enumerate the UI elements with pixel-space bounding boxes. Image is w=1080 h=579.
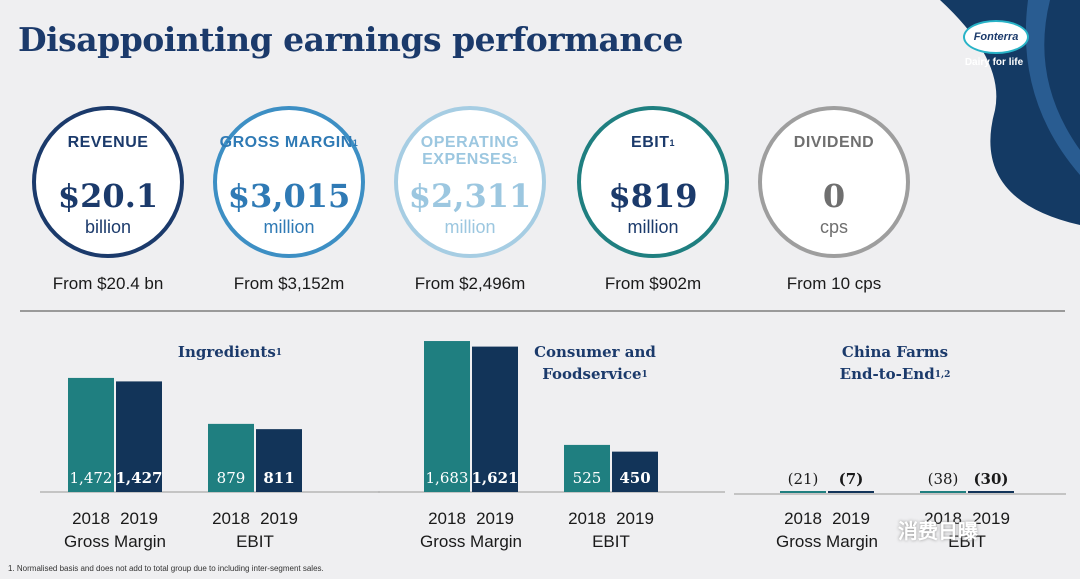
year-tick-label: 2018 — [212, 509, 250, 528]
bar-2018-ebit — [920, 491, 966, 493]
kpi-label: DIVIDEND — [793, 134, 875, 151]
kpi-circle: OPERATING EXPENSES1 $2,311 million — [394, 106, 546, 258]
kpi-ebit: EBIT1 $819 million From $902m — [577, 106, 737, 293]
section-divider — [20, 310, 1065, 312]
kpi-footnote-mark: 1 — [352, 138, 359, 148]
year-tick-label: 2019 — [120, 509, 158, 528]
watermark: 消费日曝 — [898, 521, 978, 543]
bar-value-label: 525 — [573, 469, 602, 487]
bar-value-label: 811 — [263, 469, 294, 487]
group-tick-label: Gross Margin — [64, 532, 166, 551]
bar-value-label: (38) — [928, 470, 959, 488]
bar-value-label: (21) — [788, 470, 819, 488]
year-tick-label: 2018 — [72, 509, 110, 528]
kpi-value: 0 — [822, 177, 846, 215]
logo-tagline: Dairy for life — [964, 57, 1024, 68]
kpi-label: OPERATING EXPENSES — [420, 134, 520, 168]
kpi-from: From $20.4 bn — [52, 274, 164, 293]
panel-footnote-mark: 1 — [641, 370, 648, 380]
corner-decoration — [940, 0, 1080, 225]
kpi-label: GROSS MARGIN — [219, 134, 353, 151]
kpi-unit: cps — [819, 217, 848, 237]
page-title: Disappointing earnings performance — [18, 20, 684, 59]
group-tick-label: EBIT — [236, 532, 274, 551]
panel-title-china-farms: China Farms End-to-End1,2 — [839, 343, 951, 383]
bar-2018-ebit — [564, 444, 610, 492]
kpi-label: REVENUE — [67, 134, 149, 151]
bar-value-label: 1,427 — [116, 469, 163, 487]
kpi-unit: billion — [84, 217, 132, 237]
year-tick-label: 2018 — [784, 509, 822, 528]
kpi-value: $20.1 — [57, 177, 159, 215]
kpi-footnote-mark: 1 — [512, 155, 518, 165]
panel-footnote-mark: 1 — [275, 348, 283, 358]
panel-title-consumer: Consumer and Foodservice1 — [534, 343, 656, 383]
kpi-value: $3,015 — [227, 177, 351, 215]
group-tick-label: EBIT — [592, 532, 630, 551]
group-tick-label: EBIT — [948, 532, 986, 551]
year-tick-label: 2019 — [476, 509, 514, 528]
bar-2018-gross-margin — [68, 377, 114, 492]
group-tick-label: Gross Margin — [776, 532, 878, 551]
kpi-circle: EBIT1 $819 million — [577, 106, 729, 258]
panel-footnote-mark: 1,2 — [934, 370, 951, 380]
footnote: 1. Normalised basis and does not add to … — [8, 564, 324, 573]
kpi-revenue: REVENUE $20.1 billion From $20.4 bn — [32, 106, 192, 293]
bar-2019-gross-margin — [828, 491, 874, 493]
bar-2019-ebit — [256, 429, 302, 492]
kpi-circle: REVENUE $20.1 billion — [32, 106, 184, 258]
panel-title-ingredients: Ingredients1 — [177, 343, 283, 361]
bar-2018-gross-margin — [424, 341, 470, 492]
year-tick-label: 2018 — [568, 509, 606, 528]
fonterra-logo: Fonterra — [963, 20, 1029, 54]
year-tick-label: 2018 — [924, 509, 962, 528]
kpi-operating-expenses: OPERATING EXPENSES1 $2,311 million From … — [394, 106, 554, 293]
kpi-label: EBIT — [631, 134, 670, 151]
bar-value-label: 450 — [619, 469, 650, 487]
kpi-from: From $2,496m — [414, 274, 526, 293]
kpi-footnote-mark: 1 — [669, 138, 675, 148]
year-tick-label: 2019 — [616, 509, 654, 528]
bar-2018-ebit — [208, 423, 254, 492]
group-tick-label: Gross Margin — [420, 532, 522, 551]
kpi-unit: million — [627, 217, 679, 237]
kpi-gross-margin: GROSS MARGIN1 $3,015 million From $3,152… — [213, 106, 373, 293]
year-tick-label: 2018 — [428, 509, 466, 528]
bar-value-label: 1,621 — [472, 469, 519, 487]
bar-2019-ebit — [968, 491, 1014, 493]
kpi-circle: GROSS MARGIN1 $3,015 million — [213, 106, 365, 258]
year-tick-label: 2019 — [260, 509, 298, 528]
kpi-unit: million — [263, 217, 315, 237]
kpi-circle: DIVIDEND 0 cps — [758, 106, 910, 258]
bar-value-label: (30) — [973, 470, 1008, 488]
bar-value-label: (7) — [839, 470, 864, 488]
bar-value-label: 1,472 — [70, 469, 113, 487]
bar-2019-gross-margin — [472, 346, 518, 492]
bar-2019-gross-margin — [116, 381, 162, 492]
kpi-unit: million — [444, 217, 496, 237]
kpi-from: From $902m — [604, 274, 702, 293]
kpi-value: $2,311 — [408, 177, 532, 215]
year-tick-label: 2019 — [832, 509, 870, 528]
kpi-dividend: DIVIDEND 0 cps From 10 cps — [758, 106, 918, 293]
kpi-from: From $3,152m — [233, 274, 345, 293]
year-tick-label: 2019 — [972, 509, 1010, 528]
bar-2018-gross-margin — [780, 491, 826, 493]
kpi-from: From 10 cps — [786, 274, 882, 293]
bar-value-label: 879 — [217, 469, 246, 487]
bar-value-label: 1,683 — [426, 469, 469, 487]
bar-2019-ebit — [612, 451, 658, 492]
kpi-value: $819 — [608, 177, 698, 215]
